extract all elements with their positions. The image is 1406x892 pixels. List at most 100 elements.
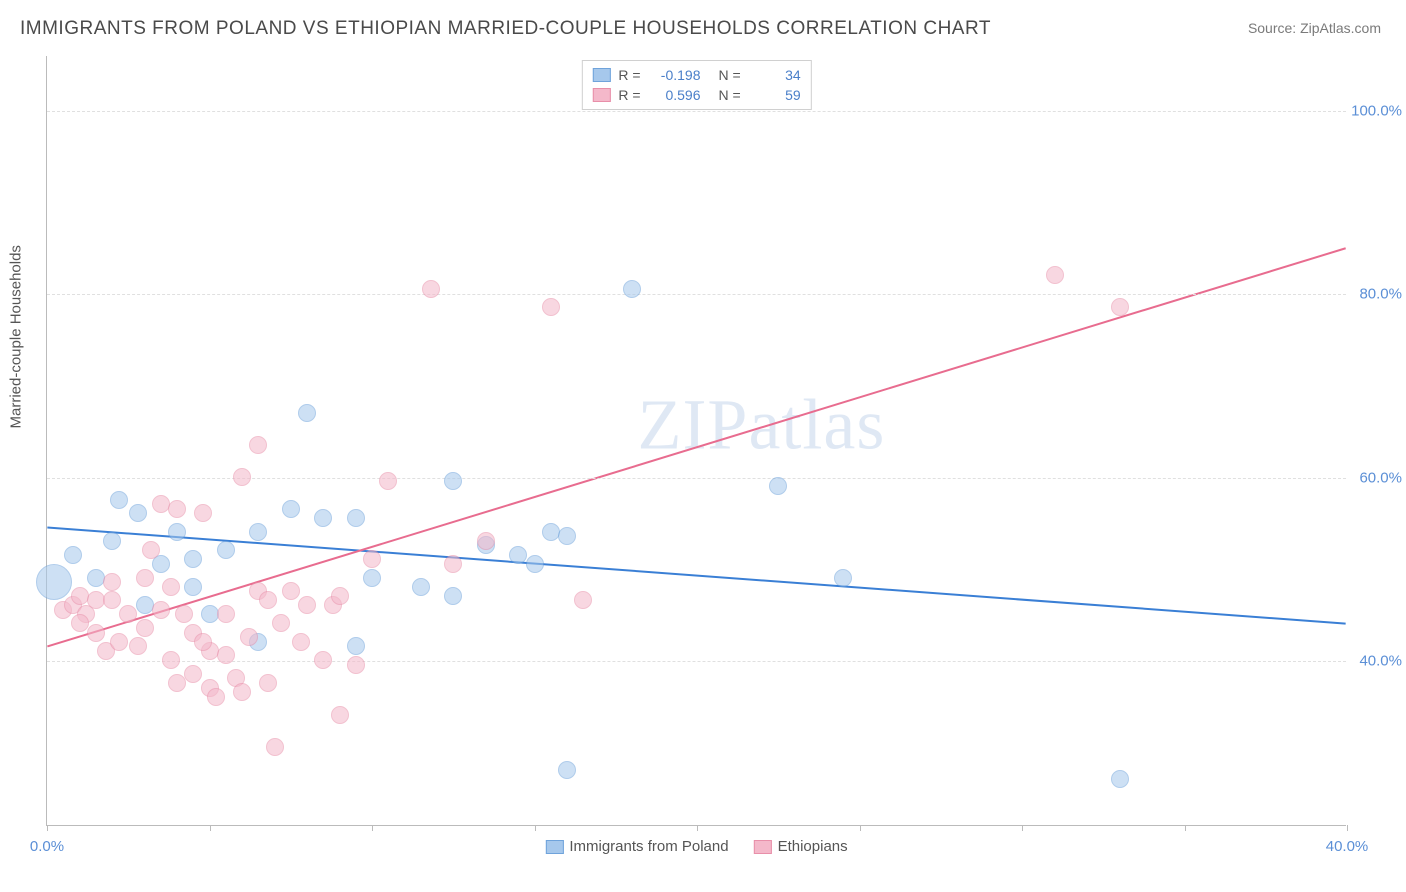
scatter-point [217,646,235,664]
x-tick-mark [1185,825,1186,831]
series-label-ethiopians: Ethiopians [778,838,848,855]
scatter-point [240,628,258,646]
trendline-ethiopians [47,248,1345,646]
scatter-point [412,578,430,596]
scatter-point [298,596,316,614]
scatter-point [136,569,154,587]
scatter-point [184,578,202,596]
scatter-point [347,509,365,527]
scatter-point [194,633,212,651]
legend-swatch-poland [545,840,563,854]
scatter-point [266,738,284,756]
series-legend: Immigrants from Poland Ethiopians [545,838,847,855]
scatter-point [542,523,560,541]
scatter-point [282,582,300,600]
series-legend-item: Immigrants from Poland [545,838,728,855]
scatter-point [71,587,89,605]
x-tick-label: 40.0% [1326,838,1369,855]
gridline [47,294,1346,295]
gridline [47,111,1346,112]
scatter-point [363,569,381,587]
scatter-point [233,468,251,486]
legend-r-label: R = [618,87,640,103]
scatter-point [36,564,72,600]
legend-r-label: R = [618,67,640,83]
scatter-point [87,569,105,587]
x-tick-mark [372,825,373,831]
legend-swatch-ethiopians [592,88,610,102]
y-tick-label: 40.0% [1359,653,1402,670]
scatter-point [129,637,147,655]
series-label-poland: Immigrants from Poland [569,838,728,855]
scatter-point [152,601,170,619]
legend-n-value-ethiopians: 59 [751,87,801,103]
trendline-poland [47,527,1345,623]
scatter-point [314,651,332,669]
scatter-point [444,587,462,605]
scatter-point [314,509,332,527]
y-tick-label: 80.0% [1359,286,1402,303]
correlation-legend-row: R = 0.596 N = 59 [592,85,800,105]
x-tick-mark [1347,825,1348,831]
gridline [47,661,1346,662]
scatter-point [249,436,267,454]
scatter-point [175,605,193,623]
scatter-point [103,532,121,550]
plot-area: ZIPatlas R = -0.198 N = 34 R = 0.596 N =… [46,56,1346,826]
scatter-point [574,591,592,609]
scatter-point [1046,266,1064,284]
legend-swatch-poland [592,68,610,82]
scatter-point [233,683,251,701]
scatter-point [168,500,186,518]
scatter-point [184,550,202,568]
trendlines-layer [47,56,1346,825]
scatter-point [168,674,186,692]
scatter-point [152,495,170,513]
scatter-point [71,614,89,632]
scatter-point [119,605,137,623]
y-tick-label: 100.0% [1351,103,1402,120]
scatter-point [331,587,349,605]
legend-r-value-ethiopians: 0.596 [651,87,701,103]
scatter-point [272,614,290,632]
scatter-point [87,624,105,642]
scatter-point [207,688,225,706]
scatter-point [217,541,235,559]
scatter-point [162,651,180,669]
scatter-point [298,404,316,422]
scatter-point [292,633,310,651]
scatter-point [363,550,381,568]
scatter-point [194,504,212,522]
scatter-point [347,637,365,655]
x-tick-mark [697,825,698,831]
scatter-point [110,633,128,651]
scatter-point [509,546,527,564]
scatter-point [103,591,121,609]
correlation-legend: R = -0.198 N = 34 R = 0.596 N = 59 [581,60,811,110]
scatter-point [103,573,121,591]
legend-r-value-poland: -0.198 [651,67,701,83]
scatter-point [136,596,154,614]
legend-n-value-poland: 34 [751,67,801,83]
legend-n-label: N = [719,67,741,83]
scatter-point [142,541,160,559]
chart-source: Source: ZipAtlas.com [1248,20,1381,36]
scatter-point [834,569,852,587]
scatter-point [249,523,267,541]
legend-swatch-ethiopians [754,840,772,854]
series-legend-item: Ethiopians [754,838,848,855]
scatter-point [477,532,495,550]
x-tick-mark [47,825,48,831]
scatter-point [558,527,576,545]
scatter-point [1111,770,1129,788]
y-tick-label: 60.0% [1359,469,1402,486]
x-tick-mark [1022,825,1023,831]
scatter-point [1111,298,1129,316]
scatter-point [110,491,128,509]
scatter-point [379,472,397,490]
scatter-point [526,555,544,573]
scatter-point [769,477,787,495]
scatter-point [558,761,576,779]
scatter-point [444,472,462,490]
chart-title: IMMIGRANTS FROM POLAND VS ETHIOPIAN MARR… [20,18,991,40]
